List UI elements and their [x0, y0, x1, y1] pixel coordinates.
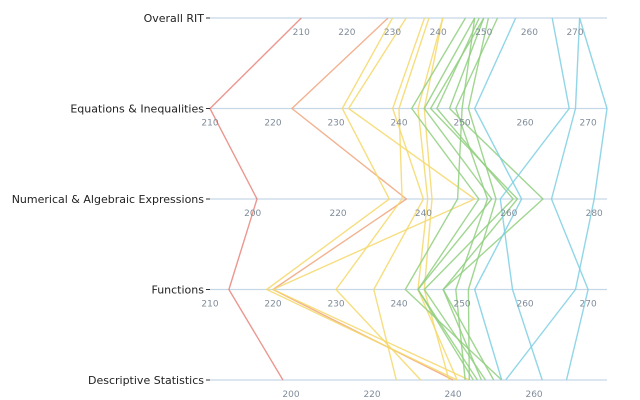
- series-line: [499, 17, 570, 381]
- dimension-label: Overall RIT: [144, 12, 205, 25]
- tick-label: 260: [500, 209, 517, 219]
- tick-label: 210: [201, 300, 218, 310]
- series-line: [209, 17, 302, 381]
- series-line: [266, 17, 458, 381]
- tick-label: 220: [264, 119, 281, 129]
- series-line: [550, 17, 589, 381]
- tick-label: 270: [580, 300, 597, 310]
- series-line: [467, 17, 497, 381]
- series-lines: [209, 17, 608, 381]
- dimension-label: Equations & Inequalities: [70, 103, 204, 116]
- tick-label: 230: [384, 28, 401, 38]
- tick-label: 210: [201, 119, 218, 129]
- tick-label: 200: [282, 390, 299, 400]
- tick-label: 250: [475, 28, 492, 38]
- tick-label: 250: [453, 300, 470, 310]
- dimension-label: Numerical & Algebraic Expressions: [12, 193, 205, 206]
- tick-label: 230: [327, 300, 344, 310]
- tick-label: 260: [516, 119, 533, 129]
- tick-label: 260: [525, 390, 542, 400]
- tick-label: 230: [327, 119, 344, 129]
- series-line: [455, 17, 499, 381]
- series-line: [404, 17, 503, 381]
- series-line: [474, 17, 523, 381]
- tick-label: 240: [390, 300, 407, 310]
- tick-label: 250: [453, 119, 470, 129]
- tick-label: 240: [430, 28, 447, 38]
- tick-label: 240: [415, 209, 432, 219]
- tick-label: 280: [586, 209, 603, 219]
- tick-label: 220: [363, 390, 380, 400]
- tick-label: 210: [293, 28, 310, 38]
- tick-label: 240: [444, 390, 461, 400]
- series-line: [429, 17, 519, 381]
- tick-label: 260: [521, 28, 538, 38]
- series-line: [423, 17, 514, 381]
- tick-label: 260: [516, 300, 533, 310]
- series-line: [505, 17, 608, 381]
- tick-label: 240: [390, 119, 407, 129]
- tick-label: 220: [338, 28, 355, 38]
- tick-label: 270: [580, 119, 597, 129]
- series-line: [442, 17, 544, 381]
- series-line: [272, 17, 476, 381]
- series-line: [272, 17, 454, 381]
- series-line: [417, 17, 458, 381]
- dimension-label: Functions: [151, 284, 204, 297]
- dimension-label: Descriptive Statistics: [88, 374, 204, 387]
- tick-label: 200: [244, 209, 261, 219]
- tick-label: 220: [264, 300, 281, 310]
- series-line: [373, 17, 426, 381]
- tick-label: 220: [329, 209, 346, 219]
- tick-label: 270: [566, 28, 583, 38]
- series-line: [335, 17, 430, 381]
